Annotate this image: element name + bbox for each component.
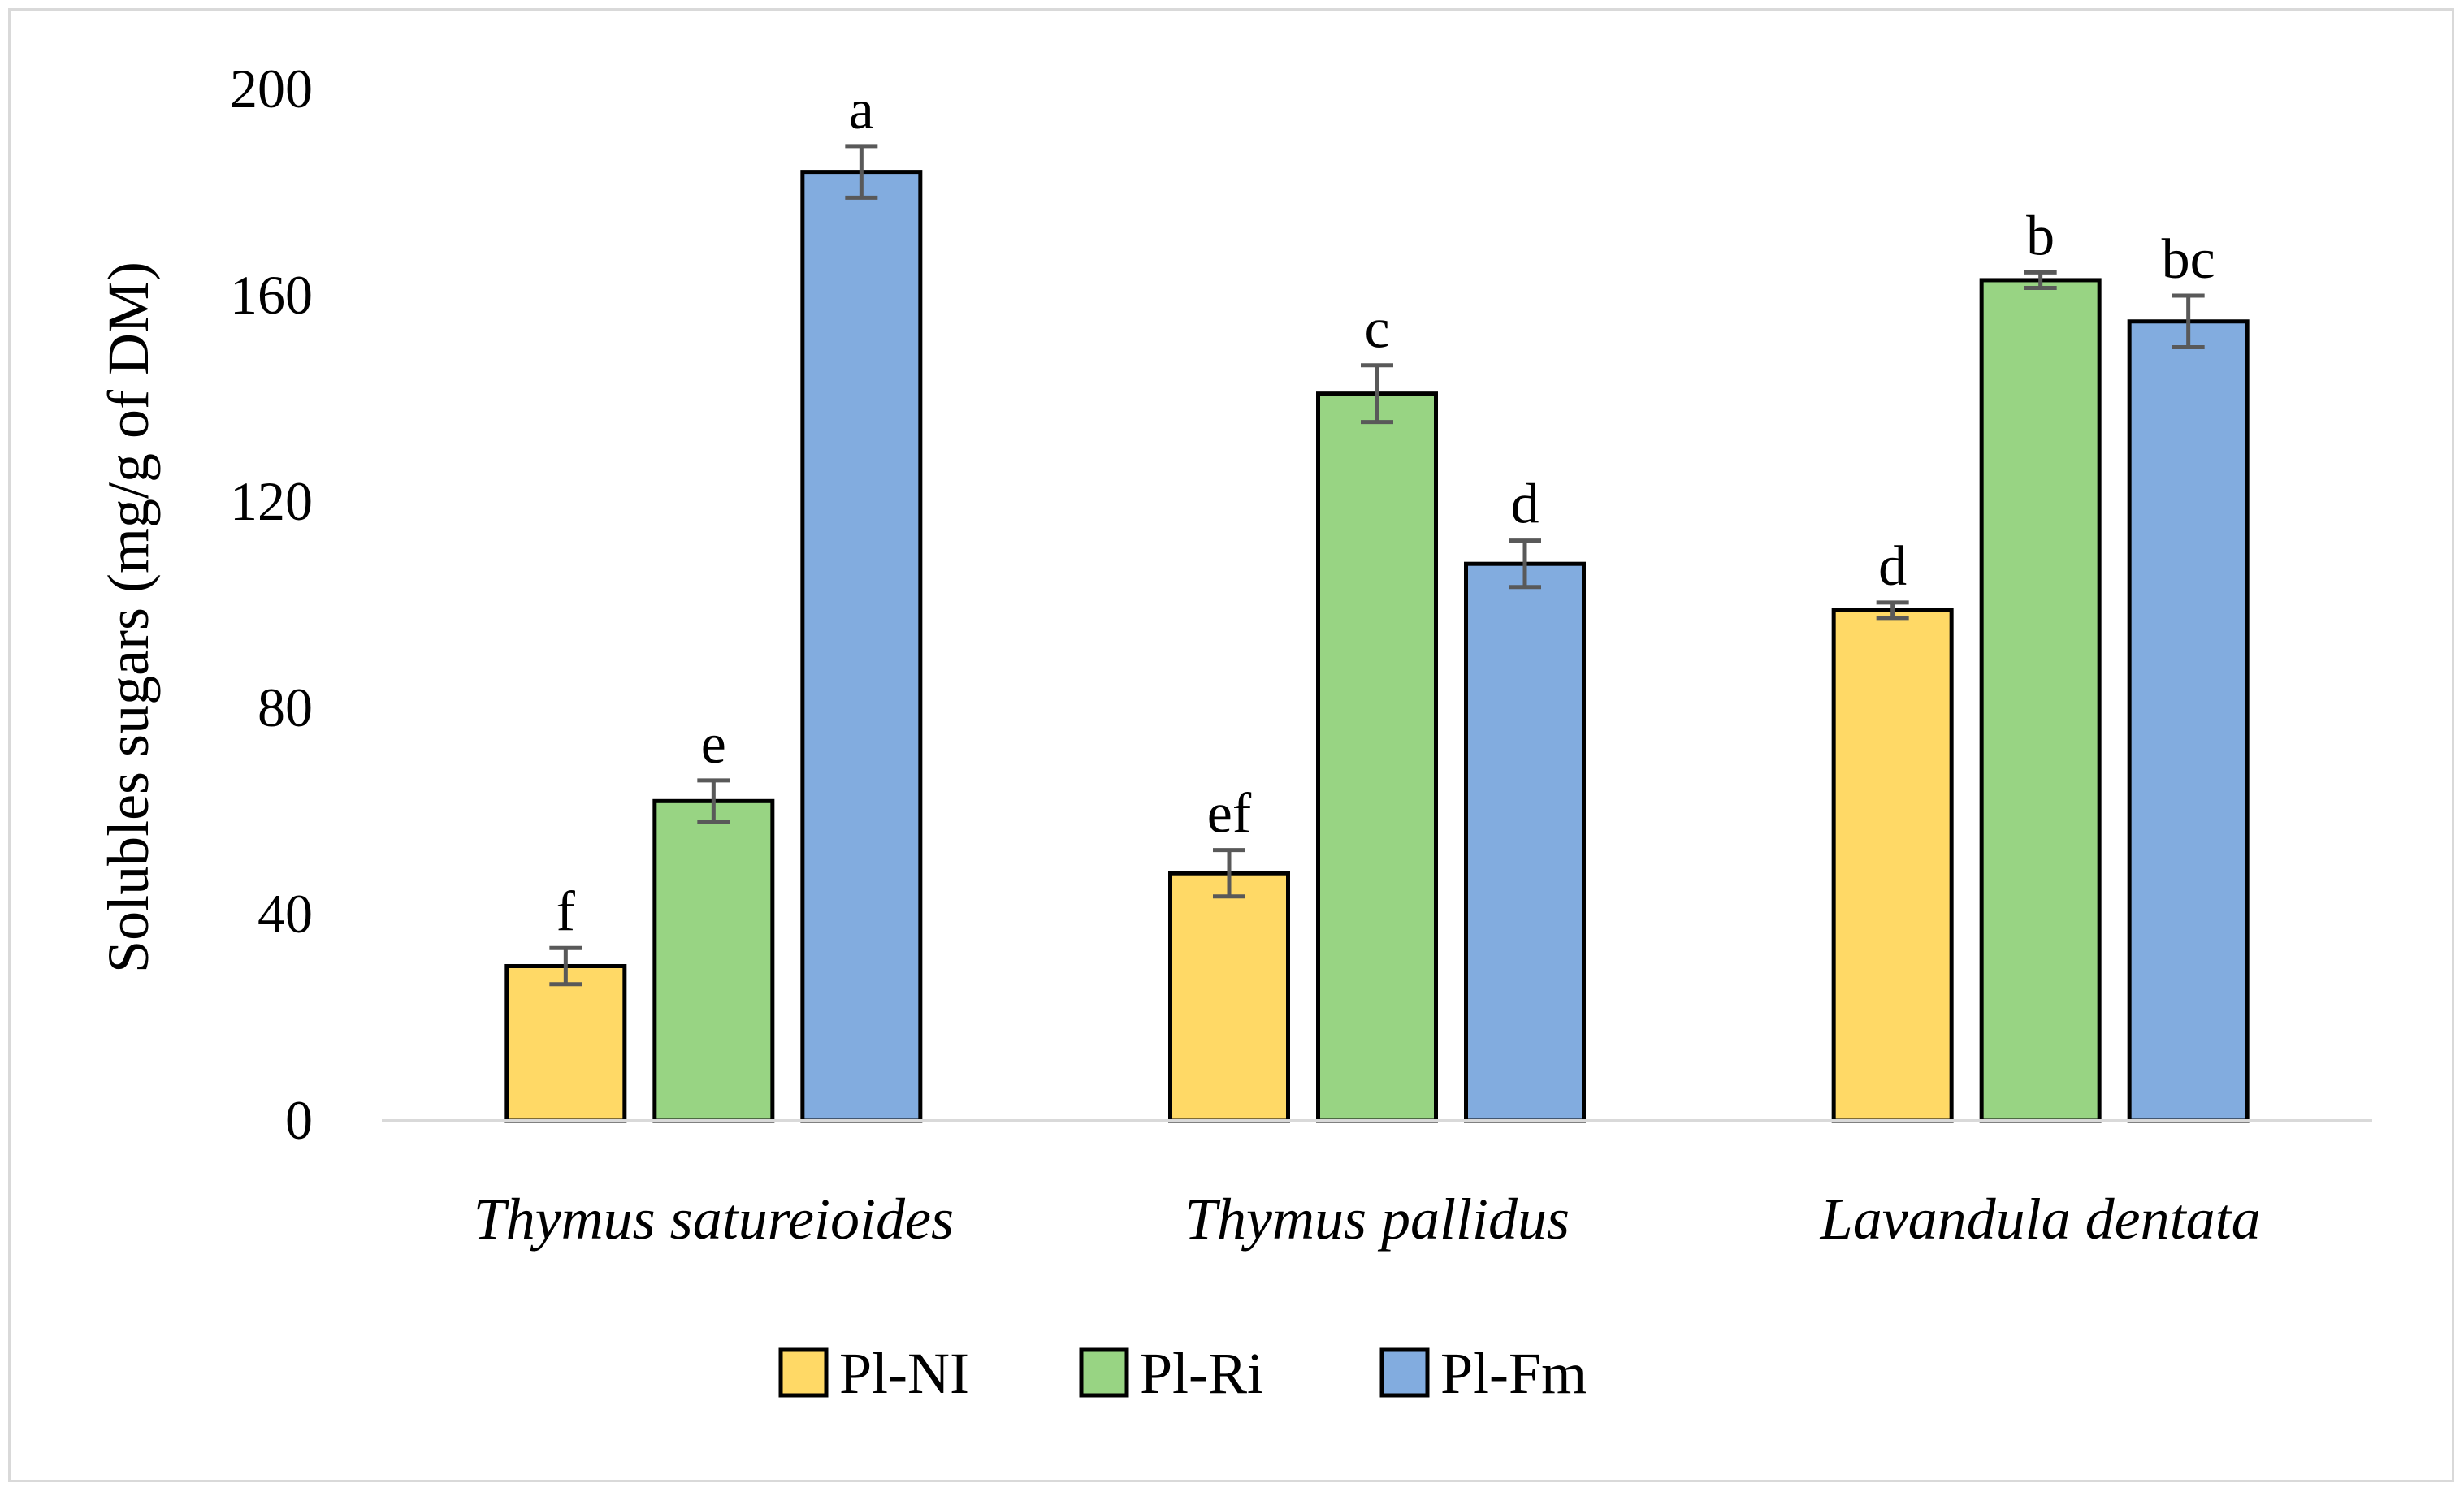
category-label: Thymus pallidus bbox=[1184, 1187, 1570, 1252]
bars: f e a ef c d d b bc bbox=[504, 79, 2250, 1123]
significance-label: f bbox=[556, 880, 576, 943]
significance-label: b bbox=[2026, 205, 2055, 267]
bar bbox=[504, 964, 627, 1123]
y-tick-label: 80 bbox=[258, 677, 313, 738]
legend-label: Pl-NI bbox=[839, 1341, 969, 1406]
bar bbox=[1168, 871, 1290, 1123]
category-label: Lavandula dentata bbox=[1820, 1187, 2261, 1252]
x-axis-category-labels: Thymus satureioides Thymus pallidus Lavand… bbox=[474, 1187, 2261, 1252]
error-bar bbox=[1876, 600, 1909, 621]
bar bbox=[800, 170, 923, 1123]
y-tick-label: 160 bbox=[230, 264, 313, 326]
bar bbox=[1316, 391, 1438, 1123]
legend-label: Pl-Fm bbox=[1440, 1341, 1587, 1406]
error-bar bbox=[1361, 363, 1393, 425]
y-tick-label: 40 bbox=[258, 883, 313, 945]
y-axis-title: Solubles sugars (mg/g of DM) bbox=[96, 262, 161, 973]
bar bbox=[2127, 319, 2250, 1123]
legend-swatch bbox=[1379, 1347, 1430, 1398]
y-tick-label: 200 bbox=[230, 58, 313, 119]
legend-item: Pl-Ri bbox=[1079, 1341, 1263, 1406]
error-bar bbox=[549, 945, 582, 987]
legend: Pl-NI Pl-Ri Pl-Fm bbox=[778, 1341, 1587, 1406]
significance-label: d bbox=[1878, 535, 1907, 598]
error-bar bbox=[2172, 293, 2205, 349]
error-bar bbox=[697, 778, 730, 824]
error-bar bbox=[2024, 270, 2057, 290]
legend-item: Pl-NI bbox=[778, 1341, 969, 1406]
significance-label: e bbox=[701, 713, 726, 776]
y-tick-label: 0 bbox=[285, 1089, 313, 1151]
bar bbox=[1831, 608, 1954, 1123]
category-label: Thymus satureioides bbox=[474, 1187, 954, 1252]
legend-label: Pl-Ri bbox=[1140, 1341, 1263, 1406]
significance-label: d bbox=[1511, 474, 1539, 536]
significance-label: c bbox=[1364, 298, 1389, 361]
error-bar bbox=[1509, 538, 1541, 590]
significance-label: a bbox=[849, 79, 874, 141]
y-tick-label: 120 bbox=[230, 470, 313, 532]
bar bbox=[652, 798, 775, 1123]
legend-swatch bbox=[778, 1347, 829, 1398]
legend-item: Pl-Fm bbox=[1379, 1341, 1587, 1406]
y-axis: 0 40 80 120 160 200 bbox=[230, 58, 313, 1151]
bar bbox=[1979, 278, 2102, 1123]
significance-label: bc bbox=[2162, 228, 2215, 291]
legend-swatch bbox=[1079, 1347, 1129, 1398]
significance-label: ef bbox=[1207, 783, 1252, 845]
error-bar bbox=[845, 144, 878, 200]
error-bar bbox=[1213, 848, 1245, 899]
bar bbox=[1464, 561, 1586, 1123]
